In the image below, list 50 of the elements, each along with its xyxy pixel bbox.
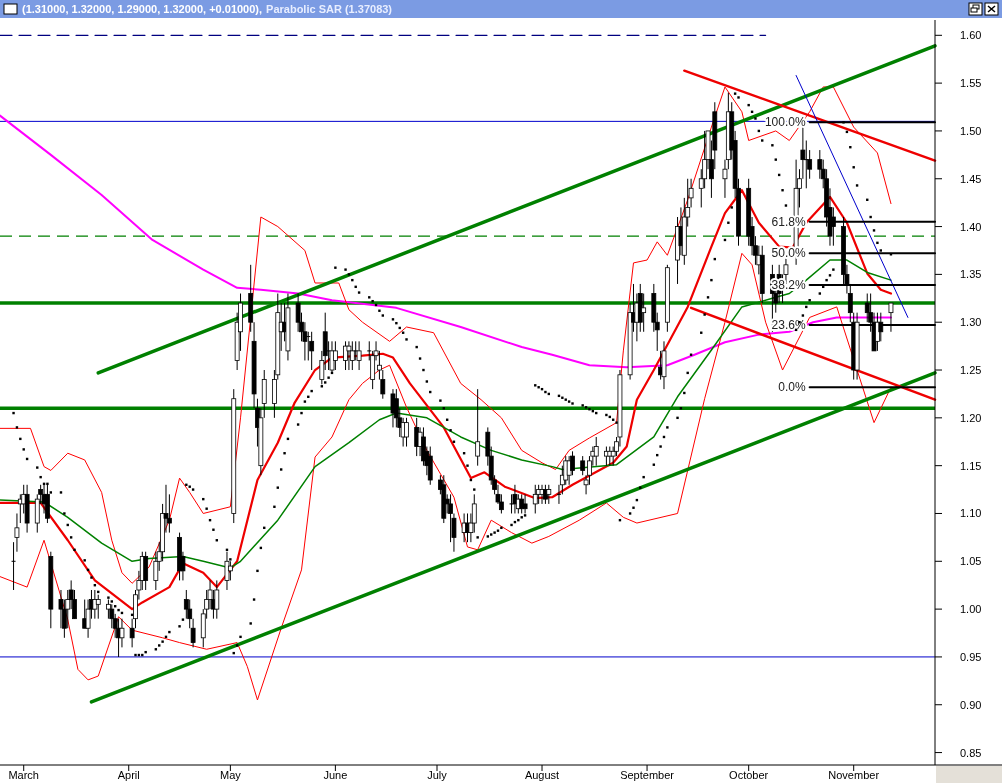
y-tick-label: 0.90 xyxy=(960,698,982,711)
y-tick-label: 1.60 xyxy=(960,29,982,42)
candlestick xyxy=(224,551,230,591)
candlestick xyxy=(580,455,586,476)
y-tick-label: 0.95 xyxy=(960,650,982,663)
candlestick xyxy=(404,417,409,448)
candlestick xyxy=(641,293,647,333)
candlestick xyxy=(129,618,135,648)
y-tick-label: 1.00 xyxy=(960,603,982,616)
candlestick xyxy=(532,484,538,514)
x-tick-label: October xyxy=(729,769,769,781)
candlestick xyxy=(722,159,728,199)
x-tick-label: June xyxy=(323,769,348,781)
y-tick-label: 1.20 xyxy=(960,411,982,424)
candlestick xyxy=(556,484,562,505)
candlestick xyxy=(190,618,196,648)
candlestick xyxy=(343,340,348,371)
candlestick xyxy=(353,340,359,361)
chart-title: (1.31000, 1.32000, 1.29000, 1.32000, +0.01000), xyxy=(22,3,263,15)
x-tick-label: April xyxy=(117,769,140,781)
y-tick-label: 0.85 xyxy=(960,746,982,759)
candlestick xyxy=(45,484,50,524)
candlestick xyxy=(95,594,101,620)
candlestick xyxy=(522,493,528,514)
y-tick-label: 1.15 xyxy=(960,459,982,472)
y-tick-label: 1.10 xyxy=(960,507,982,520)
y-tick-label: 1.05 xyxy=(960,555,982,568)
x-tick-label: August xyxy=(524,769,560,781)
candlestick xyxy=(475,388,481,467)
candlestick xyxy=(546,484,552,505)
candlestick xyxy=(509,493,515,514)
candlestick xyxy=(332,340,338,371)
candlestick xyxy=(461,512,467,543)
series-label: 0.0% xyxy=(778,380,806,395)
candlestick xyxy=(346,340,352,371)
x-tick-label: March xyxy=(8,769,39,781)
x-tick-label: May xyxy=(219,769,242,781)
candlestick xyxy=(119,618,125,648)
y-tick-label: 1.30 xyxy=(960,316,982,329)
x-tick-label: November xyxy=(828,769,880,781)
y-tick-label: 1.40 xyxy=(960,220,982,233)
x-tick-label: September xyxy=(620,769,675,781)
y-tick-label: 1.25 xyxy=(960,364,982,377)
y-tick-label: 1.35 xyxy=(960,268,982,281)
x-tick-label: July xyxy=(427,769,448,781)
candlestick xyxy=(512,484,518,514)
y-tick-label: 1.50 xyxy=(960,124,982,137)
y-tick-label: 1.45 xyxy=(960,172,982,185)
y-tick-label: 1.55 xyxy=(960,77,982,90)
chart-subtitle: Parabolic SAR (1.37083) xyxy=(266,3,393,15)
